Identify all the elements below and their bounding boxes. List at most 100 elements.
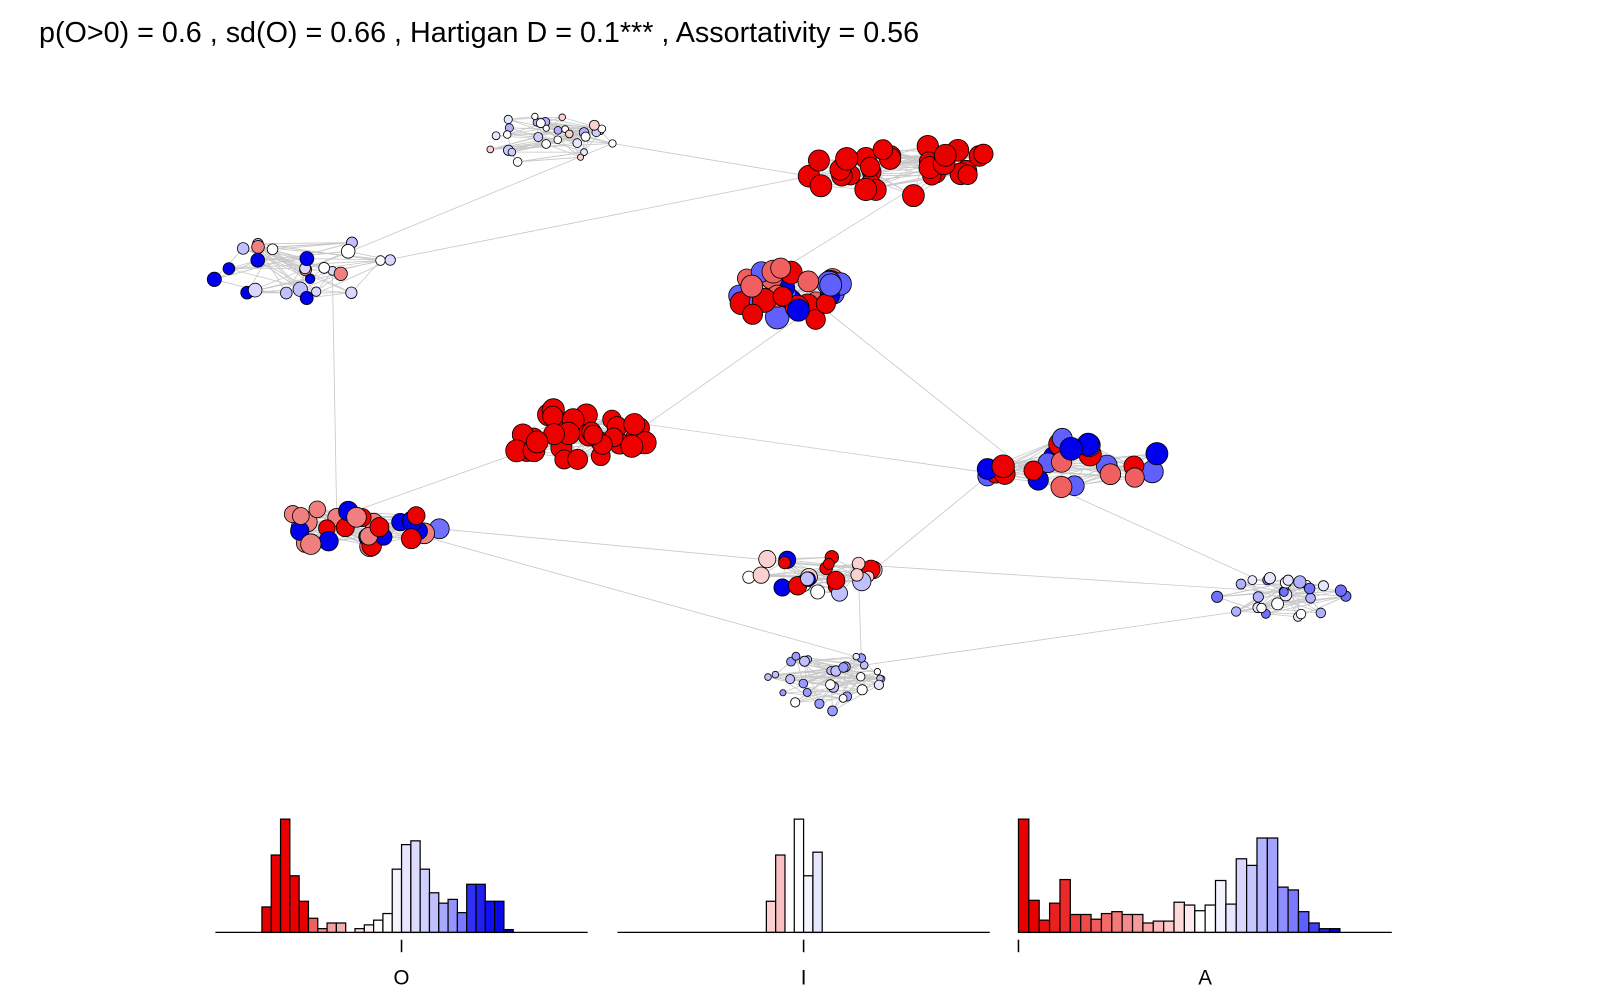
node <box>787 298 810 322</box>
node <box>346 506 367 528</box>
edge <box>1265 613 1298 618</box>
edge <box>569 133 613 144</box>
node <box>1059 436 1083 461</box>
node <box>304 273 316 285</box>
edge <box>305 143 613 271</box>
node <box>608 139 617 148</box>
node <box>620 434 644 458</box>
node <box>957 164 978 186</box>
node <box>835 147 859 171</box>
node <box>1099 463 1122 485</box>
edge <box>242 248 311 280</box>
edge <box>612 143 809 177</box>
bar <box>775 854 786 934</box>
bar <box>1214 879 1227 934</box>
bar <box>1183 904 1196 934</box>
edge <box>490 143 547 150</box>
bar <box>1017 818 1030 934</box>
node <box>778 556 791 570</box>
node <box>384 254 396 266</box>
bar <box>428 892 440 934</box>
node <box>742 303 763 325</box>
bar <box>1048 902 1061 934</box>
x-axis-label: I <box>801 967 807 990</box>
node <box>973 143 994 165</box>
node <box>1256 602 1267 614</box>
bar <box>484 900 496 934</box>
bar <box>1090 918 1103 934</box>
edge <box>767 676 848 697</box>
node <box>299 251 315 267</box>
node <box>873 668 881 676</box>
edge <box>373 522 862 659</box>
node <box>991 454 1015 479</box>
node <box>807 149 830 172</box>
node <box>542 124 550 132</box>
edge <box>1261 607 1321 614</box>
node <box>401 528 422 550</box>
node <box>1282 574 1294 586</box>
bar <box>447 898 458 934</box>
node <box>318 530 339 552</box>
bar <box>1131 913 1144 934</box>
bar <box>1287 889 1300 934</box>
node <box>222 262 236 275</box>
node <box>345 286 358 299</box>
node <box>805 309 826 330</box>
node <box>503 130 512 139</box>
node <box>340 244 356 259</box>
node <box>300 533 322 555</box>
bar <box>382 912 393 934</box>
bar <box>456 911 468 934</box>
edge <box>540 122 613 144</box>
node <box>800 571 815 587</box>
node <box>1231 606 1242 617</box>
node <box>206 271 222 287</box>
node <box>1318 580 1329 592</box>
node <box>236 242 250 255</box>
node <box>851 556 866 571</box>
edge <box>832 684 880 712</box>
node <box>1252 591 1264 603</box>
node <box>280 286 293 300</box>
edge <box>214 259 258 280</box>
bar <box>326 922 337 934</box>
node <box>740 274 764 298</box>
edge <box>1217 582 1286 598</box>
node <box>486 145 495 154</box>
edge <box>807 692 844 699</box>
node <box>507 147 517 157</box>
node <box>1211 590 1224 603</box>
node <box>1279 587 1289 597</box>
node <box>580 131 591 142</box>
node <box>567 448 589 470</box>
edge <box>214 242 353 280</box>
edge <box>1217 588 1310 598</box>
node <box>1305 592 1316 604</box>
node <box>541 139 551 149</box>
node <box>809 174 833 198</box>
node <box>1247 575 1258 586</box>
node <box>802 687 812 697</box>
edge <box>351 260 381 294</box>
node <box>822 557 835 570</box>
node <box>771 670 780 679</box>
node <box>785 674 796 685</box>
bar <box>1308 922 1320 934</box>
bar <box>1111 911 1123 934</box>
node <box>406 506 426 526</box>
bar <box>419 868 431 934</box>
edge <box>306 292 352 299</box>
edge <box>545 143 581 158</box>
node <box>1124 467 1145 488</box>
bar <box>363 924 375 934</box>
node <box>1295 608 1307 620</box>
node <box>1263 572 1276 585</box>
node <box>934 143 957 167</box>
bar <box>1059 878 1071 934</box>
edge <box>332 175 810 272</box>
node <box>572 138 583 148</box>
bar <box>1194 910 1206 934</box>
edge <box>782 670 837 694</box>
network-edges <box>214 115 1347 712</box>
